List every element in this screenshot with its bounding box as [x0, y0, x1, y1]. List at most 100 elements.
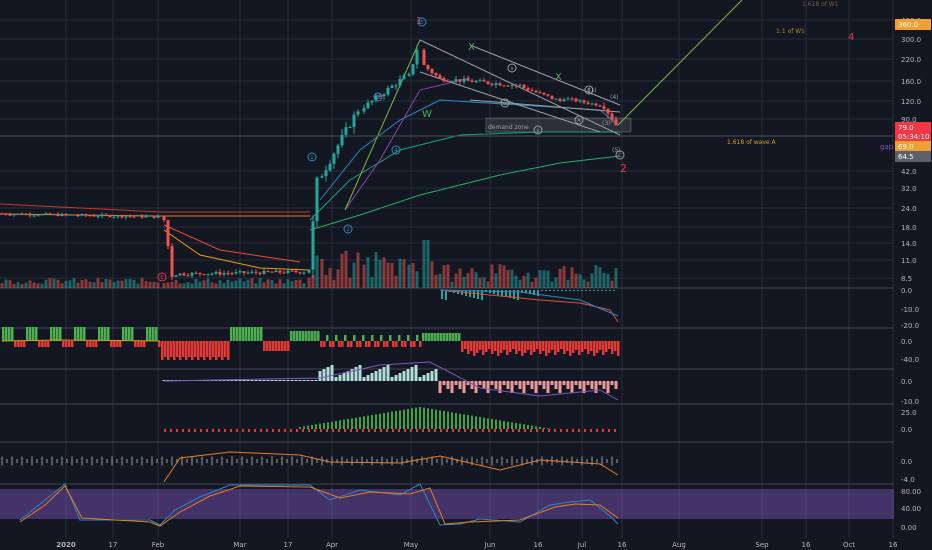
candle-body	[332, 153, 336, 164]
pane4-neg	[584, 429, 586, 432]
pane4-neg	[368, 429, 370, 432]
volume-bars	[0, 240, 618, 288]
pane3-bar	[302, 380, 306, 381]
volume-bar	[12, 283, 16, 288]
volume-bar	[534, 277, 538, 288]
pane2-bar	[302, 331, 305, 341]
pane2-bar	[500, 341, 503, 353]
candle-body	[262, 270, 266, 275]
pane3-bar	[574, 381, 578, 385]
pane4-bar	[367, 415, 369, 429]
volume-bar	[32, 282, 36, 288]
pane2-bar	[176, 341, 179, 357]
pane4-neg	[464, 429, 466, 432]
candle-body	[238, 271, 242, 273]
volume-bar	[278, 279, 282, 288]
pane2-bar	[554, 341, 557, 355]
pane2-bar	[314, 331, 317, 341]
volume-bar	[490, 264, 494, 288]
pane4-neg	[476, 429, 478, 432]
pane1-bar	[577, 290, 579, 291]
volume-bar	[348, 277, 352, 288]
pane2-bar	[5, 327, 8, 341]
pane2-bar	[188, 341, 191, 357]
volume-bar	[542, 270, 546, 288]
volume-bar	[52, 278, 56, 288]
y-axis[interactable]: 400.0300.0220.0160.0120.090.042.032.024.…	[894, 0, 932, 550]
pane4-bar	[379, 413, 381, 429]
pane4-bar	[399, 410, 401, 429]
candle-body	[214, 271, 218, 274]
x-tick-label: 16	[802, 541, 811, 549]
grid	[0, 0, 894, 538]
pane4-neg	[590, 429, 592, 432]
volume-bar	[88, 281, 92, 288]
pane3-bar	[374, 371, 378, 381]
candle-body	[466, 78, 470, 81]
pane4-bar	[515, 423, 517, 429]
candle-body	[386, 87, 390, 95]
volume-bar	[64, 280, 68, 288]
pane1-bar	[565, 290, 567, 291]
volume-bar	[230, 281, 234, 288]
volume-bar	[112, 281, 116, 288]
pane2-bar	[440, 333, 443, 341]
y-tick-label: 220.0	[901, 56, 921, 64]
pane3-bar	[250, 380, 254, 381]
x-axis[interactable]: 2020 17 Feb Mar 17 Apr May Jun 16 Jul 16 Aug Sep 16 Oc…	[0, 538, 932, 550]
pane2-bar	[161, 341, 164, 360]
candle-body	[210, 273, 214, 275]
pane3-bar	[322, 369, 326, 381]
pane3-bar	[234, 380, 238, 381]
pane4-bar	[375, 414, 377, 429]
candle-body	[174, 275, 178, 277]
pane3-bar	[522, 381, 526, 393]
pane2-bar	[269, 341, 272, 351]
candle-body	[590, 103, 594, 105]
volume-bar	[242, 281, 246, 288]
pane4-bar	[391, 411, 393, 429]
volume-bar	[578, 274, 582, 288]
volume-bar	[44, 279, 48, 288]
wave-circle-c-text: C	[618, 153, 622, 159]
pane4-bar	[387, 412, 389, 429]
pane-tick-label: -4.0	[901, 476, 915, 484]
candle-body	[538, 92, 542, 94]
candle-body	[562, 99, 566, 102]
pane4-neg	[410, 429, 412, 432]
annotations: 1.618 of W1 1:1 of W1 1.618 of wave A deman…	[157, 1, 894, 282]
fib-11-w1: 1:1 of W1	[776, 28, 805, 35]
pane2-bar	[365, 341, 368, 347]
y-tick-label: 14.0	[901, 240, 917, 248]
candle-body	[328, 163, 332, 171]
volume-bar	[104, 279, 108, 288]
pane4-neg	[518, 429, 520, 432]
pane2-bar	[14, 341, 17, 347]
pane2-bar	[89, 341, 92, 347]
pane-tick-label: 0.00	[901, 524, 917, 532]
pane-tick-label: 0.0	[901, 287, 912, 295]
pane1-bar	[517, 290, 519, 300]
pane1-bar	[605, 290, 607, 291]
pane4-bar	[359, 417, 361, 429]
pane2-bar	[170, 341, 173, 357]
pane4-neg	[398, 429, 400, 432]
pane2-bar	[215, 341, 218, 360]
pane3-bar	[494, 381, 498, 389]
pane2-bar	[593, 341, 596, 356]
volume-bar	[336, 269, 340, 288]
pane2-bar	[59, 327, 62, 341]
y-tick-label: 32.0	[901, 185, 917, 193]
candle-body	[574, 98, 578, 102]
pane3-bar	[442, 381, 446, 385]
pane4-bar	[299, 427, 301, 429]
pane4-neg	[236, 429, 238, 432]
pane1-bar	[473, 290, 475, 298]
volume-bar	[558, 268, 562, 288]
pane2-bar	[23, 341, 26, 347]
pane2-bar	[572, 341, 575, 353]
candle-body	[178, 273, 182, 276]
volume-bar	[170, 281, 174, 288]
candle-body	[28, 214, 32, 216]
pane4-bar	[483, 417, 485, 429]
